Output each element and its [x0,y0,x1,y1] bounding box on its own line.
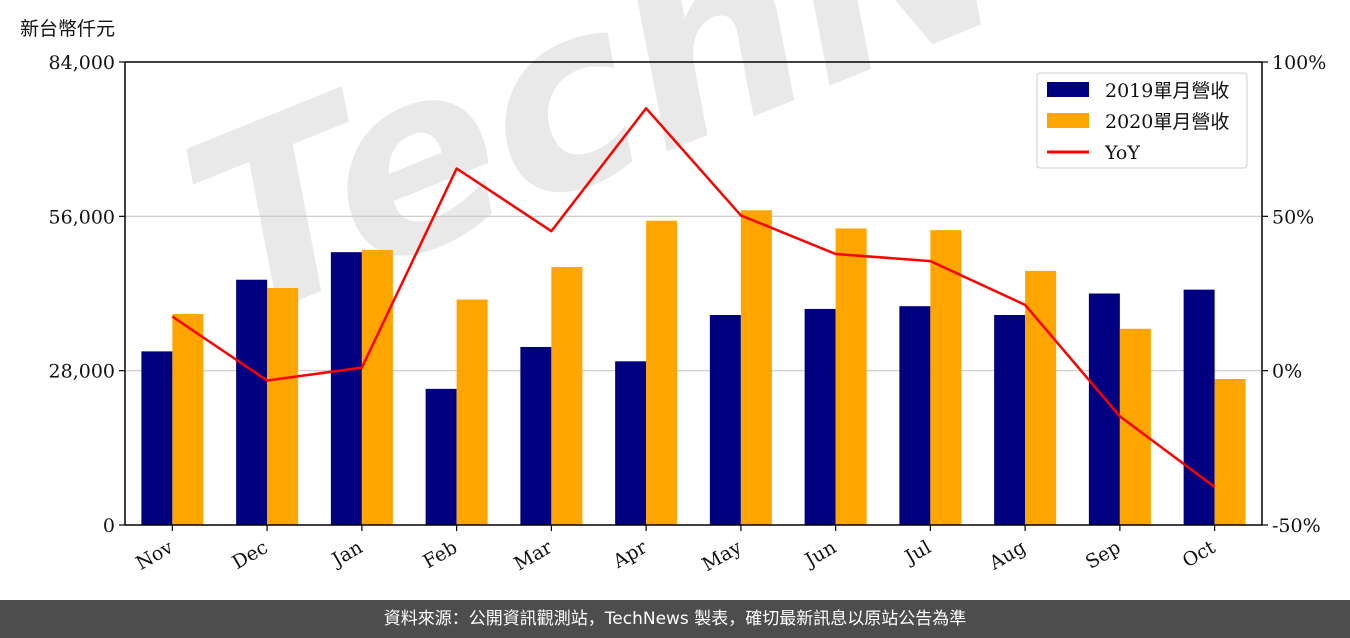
x-tick-label: Oct [1179,536,1220,572]
legend-label: YoY [1104,142,1140,164]
left-tick-label: 84,000 [49,52,115,74]
bar-2020-aug [1025,270,1057,525]
bar-2019-nov [141,351,173,525]
legend-swatch [1047,82,1089,97]
right-tick-label: 0% [1272,361,1302,383]
bar-2019-aug [994,314,1026,525]
legend-swatch [1047,113,1089,128]
bar-2020-apr [646,220,678,525]
bar-2020-oct [1214,378,1246,525]
x-tick-label: Dec [228,536,271,574]
bar-2020-feb [456,299,488,525]
yoy-line [171,107,1216,489]
left-tick-label: 0 [103,515,115,537]
x-tick-label: May [698,536,745,576]
x-tick-label: Nov [132,536,177,575]
bar-2019-oct [1183,289,1215,525]
bar-2019-jun [804,308,836,525]
bar-2020-jun [835,228,867,525]
x-tick-label: Mar [510,536,556,575]
x-tick-label: Jun [800,536,841,572]
legend-box [1036,72,1248,169]
bar-2019-mar [520,346,552,525]
bar-2019-may [709,314,741,525]
bar-2019-dec [236,279,268,525]
bar-2020-mar [551,267,583,525]
left-tick-label: 56,000 [49,206,115,228]
bar-2020-jul [930,230,962,525]
right-tick-label: 100% [1272,52,1326,74]
revenue-chart: 0 28,000 56,000 84,000 -50% 0% 50% 100% Nov Dec Ja… [49,52,1327,576]
right-tick-label: -50% [1272,515,1321,537]
bar-2019-feb [425,388,457,525]
x-tick-label: Aug [985,536,1030,575]
bar-2019-jan [330,252,362,526]
x-tick-label: Jul [900,536,935,569]
bar-2020-dec [267,287,299,525]
bar-2019-jul [899,306,931,525]
y-axis-unit-label: 新台幣仟元 [20,18,116,40]
x-tick-label: Apr [608,536,651,573]
x-tick-label: Feb [419,536,461,573]
right-tick-label: 50% [1272,206,1314,228]
legend-label: 2019單月營收 [1105,80,1229,102]
bar-2019-apr [615,361,647,525]
footer-source-note: 資料來源：公開資訊觀測站，TechNews 製表，確切最新訊息以原站公告為準 [0,600,1350,638]
x-tick-label: Jan [327,536,367,572]
bar-2020-may [740,210,772,525]
x-tick-label: Sep [1082,536,1125,573]
bar-2020-nov [172,313,204,525]
bar-2020-jan [361,249,393,526]
legend-label: 2020單月營收 [1105,111,1229,133]
left-tick-label: 28,000 [49,361,115,383]
